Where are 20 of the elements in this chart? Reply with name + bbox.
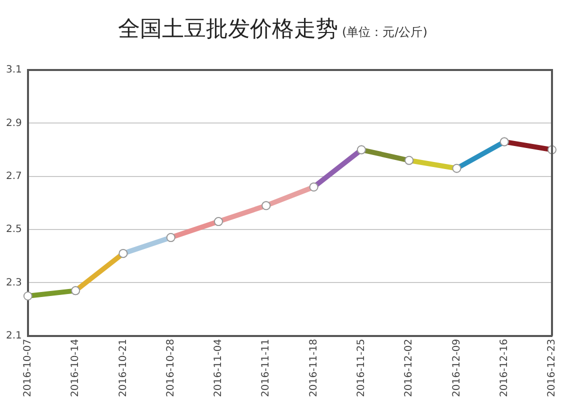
y-tick-label: 3.1 — [6, 64, 22, 76]
x-tick-label: 2016-10-28 — [165, 338, 176, 398]
x-tick-label: 2016-12-02 — [404, 338, 415, 398]
y-tick-label: 2.1 — [6, 330, 22, 342]
y-tick-label: 2.3 — [6, 277, 22, 288]
x-tick-label: 2016-10-07 — [22, 338, 34, 398]
x-tick-label: 2016-12-09 — [451, 338, 462, 398]
x-tick-label: 2016-10-21 — [118, 338, 129, 398]
x-tick-label: 2016-12-16 — [498, 338, 510, 398]
x-tick-label: 2016-11-04 — [213, 338, 224, 398]
x-tick-label: 2016-11-18 — [308, 338, 320, 398]
x-tick-label: 2016-11-11 — [260, 338, 272, 398]
x-tick-label: 2016-12-23 — [546, 338, 558, 398]
chart-title: 全国土豆批发价格走势 — [118, 16, 338, 44]
y-tick-label: 2.7 — [6, 170, 22, 182]
y-tick-label: 2.5 — [6, 224, 22, 236]
y-tick-label: 2.9 — [6, 118, 22, 129]
x-tick-label: 2016-10-14 — [70, 338, 82, 398]
chart-subtitle: (单位：元/公斤) — [342, 24, 428, 40]
x-tick-label: 2016-11-25 — [356, 338, 368, 398]
